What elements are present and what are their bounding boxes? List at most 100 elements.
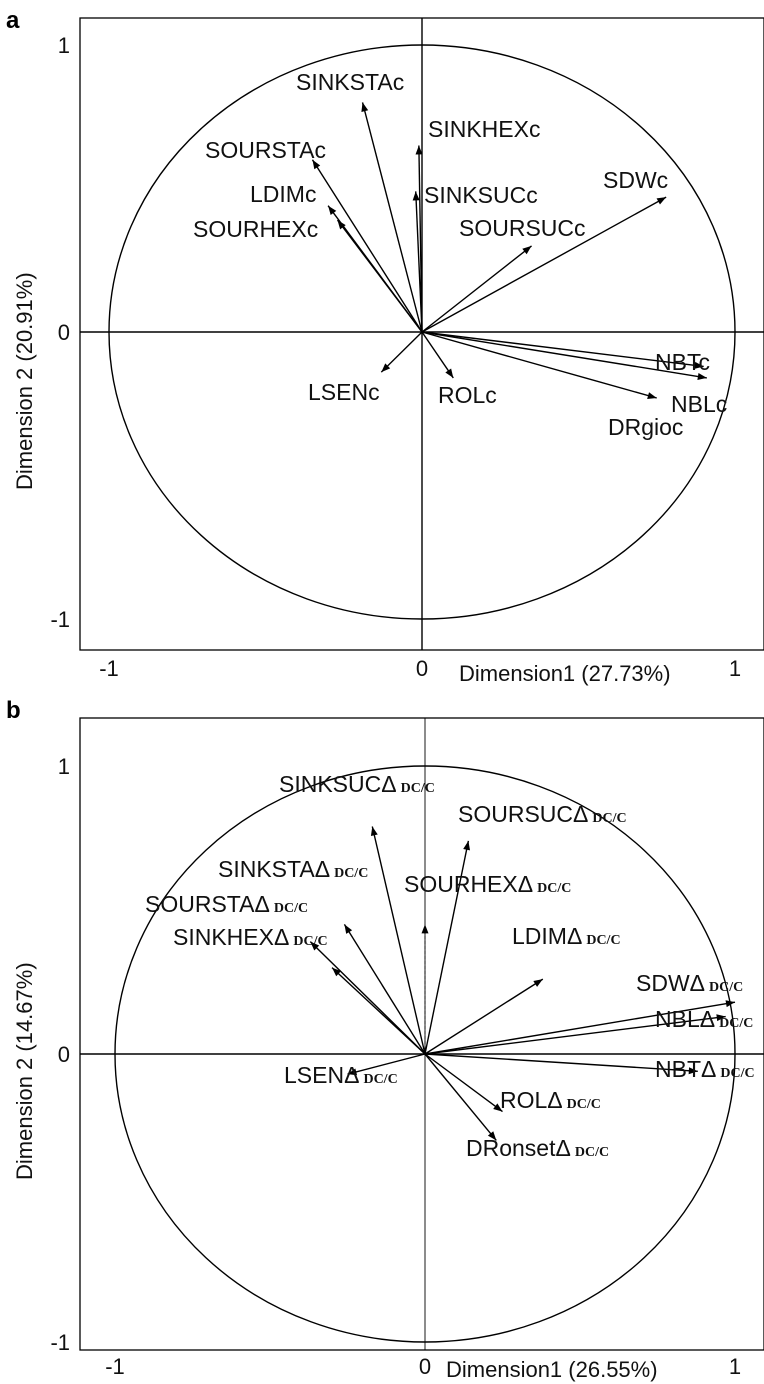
variable-label: NBLc bbox=[671, 391, 727, 417]
variable-labels-a: SINKSTAc SINKHEXc SOURSTAc LDIMc SOURHEXc SIN… bbox=[193, 69, 727, 440]
y-axis-label-a: Dimension 2 (20.91%) bbox=[12, 272, 37, 490]
variable-label: LDIMc bbox=[250, 181, 316, 207]
variable-vector bbox=[424, 840, 470, 1055]
variable-label: SINKHEXc bbox=[428, 116, 540, 142]
vector-arrowhead bbox=[697, 373, 707, 380]
variable-vector bbox=[424, 1053, 698, 1072]
vector-arrowhead bbox=[344, 924, 353, 934]
variable-vector bbox=[371, 826, 426, 1055]
panel-label-a: a bbox=[6, 7, 20, 34]
variable-vector bbox=[421, 331, 707, 379]
variable-vector bbox=[361, 102, 423, 333]
x-tick-label: 1 bbox=[729, 656, 741, 681]
plot-frame-b bbox=[79, 717, 764, 1351]
x-tick-label: -1 bbox=[105, 1354, 125, 1379]
variable-label: SINKSTAΔ DC/C bbox=[218, 856, 368, 882]
variable-vector bbox=[424, 1015, 726, 1055]
vector-arrowhead bbox=[421, 924, 429, 934]
vector-arrowhead bbox=[381, 363, 391, 373]
variable-label: SOURSUCc bbox=[459, 215, 586, 241]
x-axis-label-b: Dimension1 (26.55%) bbox=[446, 1357, 658, 1382]
vector-arrowhead bbox=[310, 941, 320, 951]
vector-arrowhead bbox=[415, 145, 423, 155]
variable-vector bbox=[309, 941, 426, 1055]
x-tick-label: 0 bbox=[419, 1354, 431, 1379]
vector-arrowhead bbox=[725, 1000, 735, 1008]
pca-correlation-circle-a: a SINKSTAcSINKHEXcSOURSTAcLDIMcSOURHEXcS… bbox=[0, 0, 764, 700]
vector-arrowhead bbox=[688, 1067, 698, 1075]
y-axis-label-b: Dimension 2 (14.67%) bbox=[12, 962, 37, 1180]
variable-vector bbox=[424, 978, 544, 1055]
y-tick-label: 1 bbox=[58, 33, 70, 58]
variable-vector bbox=[331, 967, 426, 1055]
y-tick-label: 0 bbox=[58, 320, 70, 345]
variable-label: DRonsetΔ DC/C bbox=[466, 1135, 609, 1161]
variable-vector bbox=[421, 331, 454, 379]
variable-vector bbox=[415, 191, 423, 333]
variable-vector bbox=[343, 924, 426, 1055]
vector-arrowhead bbox=[487, 1131, 497, 1141]
variable-label: SDWc bbox=[603, 167, 668, 193]
y-tick-label: 0 bbox=[58, 1042, 70, 1067]
vector-arrowhead bbox=[647, 392, 657, 399]
variable-vector bbox=[347, 1053, 426, 1075]
vector-arrowhead bbox=[445, 368, 454, 378]
vector-arrowhead bbox=[412, 191, 420, 201]
variable-label: LDIMΔ DC/C bbox=[512, 923, 621, 949]
vector-arrowhead bbox=[337, 220, 346, 230]
variable-vector bbox=[421, 245, 532, 333]
variable-label: NBTΔ DC/C bbox=[655, 1056, 755, 1082]
variable-label: SOURSTAΔ DC/C bbox=[145, 891, 308, 917]
vector-arrowhead bbox=[361, 102, 369, 112]
variable-label: NBTc bbox=[655, 349, 710, 375]
x-tick-label: 1 bbox=[729, 1354, 741, 1379]
vector-arrowhead bbox=[533, 979, 543, 987]
vector-arrowhead bbox=[347, 1068, 358, 1076]
panel-label-b: b bbox=[6, 697, 21, 724]
axis-ticks-b: -1 0 1 1 0 -1 bbox=[50, 754, 741, 1379]
variable-vectors-a bbox=[311, 102, 707, 399]
vector-arrowhead bbox=[332, 967, 341, 977]
variable-label: SINKSUCc bbox=[424, 182, 538, 208]
variable-vector bbox=[421, 196, 667, 333]
variable-label: SOURHEXΔ DC/C bbox=[404, 871, 571, 897]
variable-label: DRgioc bbox=[608, 414, 683, 440]
vector-arrowhead bbox=[312, 159, 321, 170]
variable-label: SINKSUCΔ DC/C bbox=[279, 771, 435, 797]
vector-arrowhead bbox=[493, 1103, 503, 1112]
y-tick-label: -1 bbox=[50, 607, 70, 632]
y-tick-label: -1 bbox=[50, 1330, 70, 1355]
axis-ticks-a: -1 0 1 1 0 -1 bbox=[50, 33, 741, 681]
variable-vector bbox=[424, 1053, 497, 1141]
x-axis-label-a: Dimension1 (27.73%) bbox=[459, 661, 671, 686]
variable-vectors-b bbox=[309, 826, 736, 1141]
variable-vector bbox=[424, 1053, 503, 1113]
variable-label: SINKSTAc bbox=[296, 69, 404, 95]
variable-label: SDWΔ DC/C bbox=[636, 970, 743, 996]
variable-label: ROLΔ DC/C bbox=[500, 1087, 601, 1113]
x-tick-label: -1 bbox=[99, 656, 119, 681]
variable-label: SOURSUCΔ DC/C bbox=[458, 801, 627, 827]
vector-arrowhead bbox=[522, 245, 532, 255]
variable-label: SINKHEXΔ DC/C bbox=[173, 924, 328, 950]
variable-label: SOURHEXc bbox=[193, 216, 318, 242]
x-tick-label: 0 bbox=[416, 656, 428, 681]
vector-arrowhead bbox=[694, 361, 704, 369]
variable-vector bbox=[424, 1001, 736, 1055]
variable-label: NBLΔ DC/C bbox=[655, 1006, 753, 1032]
variable-vector bbox=[311, 159, 423, 333]
variable-labels-b: SINKSUCΔ DC/C SOURSUCΔ DC/C SOURHEXΔ DC/C SINK… bbox=[145, 771, 755, 1161]
variable-vector bbox=[421, 331, 657, 399]
variable-vector bbox=[421, 331, 704, 368]
vector-arrowhead bbox=[463, 840, 471, 851]
variable-vector bbox=[418, 145, 423, 333]
vector-arrowhead bbox=[656, 197, 667, 205]
y-tick-label: 1 bbox=[58, 754, 70, 779]
vector-arrowhead bbox=[328, 205, 337, 216]
variable-label: ROLc bbox=[438, 382, 497, 408]
variable-vector bbox=[380, 331, 423, 373]
variable-vector bbox=[336, 219, 423, 333]
vector-arrowhead bbox=[370, 826, 378, 837]
variable-label: LSENc bbox=[308, 379, 380, 405]
